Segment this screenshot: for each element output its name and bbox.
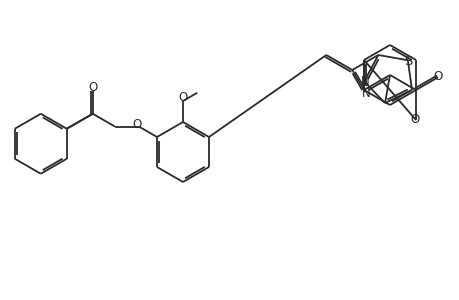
Text: N: N: [361, 87, 369, 100]
Text: O: O: [88, 81, 97, 94]
Text: S: S: [403, 55, 411, 68]
Text: N: N: [360, 75, 369, 88]
Text: O: O: [432, 70, 442, 83]
Text: O: O: [132, 118, 141, 131]
Text: O: O: [409, 112, 419, 125]
Text: O: O: [178, 91, 187, 103]
